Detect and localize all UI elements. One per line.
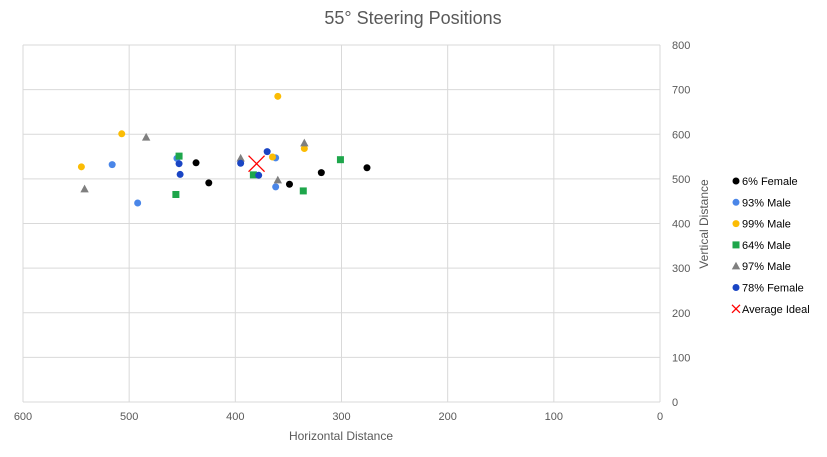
data-point-97-male [236,153,245,162]
legend-label-78-female: 78% Female [742,283,804,295]
data-point-97-male [141,132,151,141]
data-point-97-male [300,138,309,147]
y-tick-label: 300 [672,263,690,275]
data-point-average-ideal [248,155,266,173]
legend-label-97-male: 97% Male [742,261,791,273]
legend-label-64-male: 64% Male [742,240,791,252]
data-point-64-male [299,187,307,195]
y-tick-label: 800 [672,40,690,52]
chart-title: 55° Steering Positions [324,8,501,28]
legend-label-99-male: 99% Male [742,219,791,231]
data-point-78-female [263,148,271,156]
data-point-93-male [134,199,142,207]
y-tick-label: 700 [672,85,690,97]
data-point-78-female [255,171,263,179]
legend-marker-stroke [731,304,741,314]
data-point-6-female [192,159,200,167]
data-point-6-female [363,164,371,172]
y-tick-label: 400 [672,219,690,231]
data-point-78-female [237,159,245,167]
y-tick-label: 200 [672,308,690,320]
x-tick-label: 200 [438,411,456,423]
y-tick-label: 0 [672,397,678,409]
data-point-99-male [300,145,308,153]
x-tick-label: 300 [332,411,350,423]
data-point-93-male [108,161,116,169]
data-point-6-female [285,180,293,188]
y-axis-label: Vertical Distance [697,179,711,269]
x-tick-label: 0 [657,411,663,423]
data-point-99-male [274,92,282,100]
x-tick-label: 100 [545,411,563,423]
data-point-6-female [205,179,213,187]
data-point-99-male [118,130,126,138]
data-point-97-male [80,184,89,193]
legend-marker-78-female [732,284,740,291]
x-tick-label: 500 [120,411,138,423]
data-point-average-ideal-stroke [248,155,266,173]
y-tick-label: 500 [672,174,690,186]
y-tick-label: 600 [672,129,690,141]
data-point-99-male [268,153,276,161]
legend-label-6-female: 6% Female [742,176,798,188]
legend-label-average-ideal: Average Ideal [742,304,810,316]
x-tick-label: 600 [14,411,32,423]
gridlines [22,44,661,403]
data-point-6-female [317,169,325,177]
y-tick-label: 100 [672,352,690,364]
data-point-93-male [272,183,280,191]
legend-marker-64-male [732,241,740,249]
data-point-78-female [175,160,183,168]
y-axis-ticks: 0 100 200 300 400 500 600 700 800 [672,40,690,409]
data-point-64-male [175,152,183,160]
legend-label-93-male: 93% Male [742,197,791,209]
legend: 6% Female 93% Male 99% Male 64% Male 97% Mal… [731,176,810,316]
data-point-64-male [336,156,344,164]
x-axis-label: Horizontal Distance [289,429,393,443]
legend-marker-6-female [732,177,740,185]
data-point-97-male [273,175,282,184]
data-point-64-male [172,190,180,198]
legend-marker-average-ideal [731,304,741,314]
legend-marker-99-male [732,220,740,228]
x-axis-ticks: 600 500 400 300 200 100 0 [14,411,663,423]
x-tick-label: 400 [226,411,244,423]
data-point-99-male [77,163,85,171]
data-points [77,92,371,207]
legend-marker-93-male [732,198,740,206]
data-point-78-female [176,170,184,178]
legend-marker-97-male [731,261,741,270]
data-point-64-male [249,171,257,179]
